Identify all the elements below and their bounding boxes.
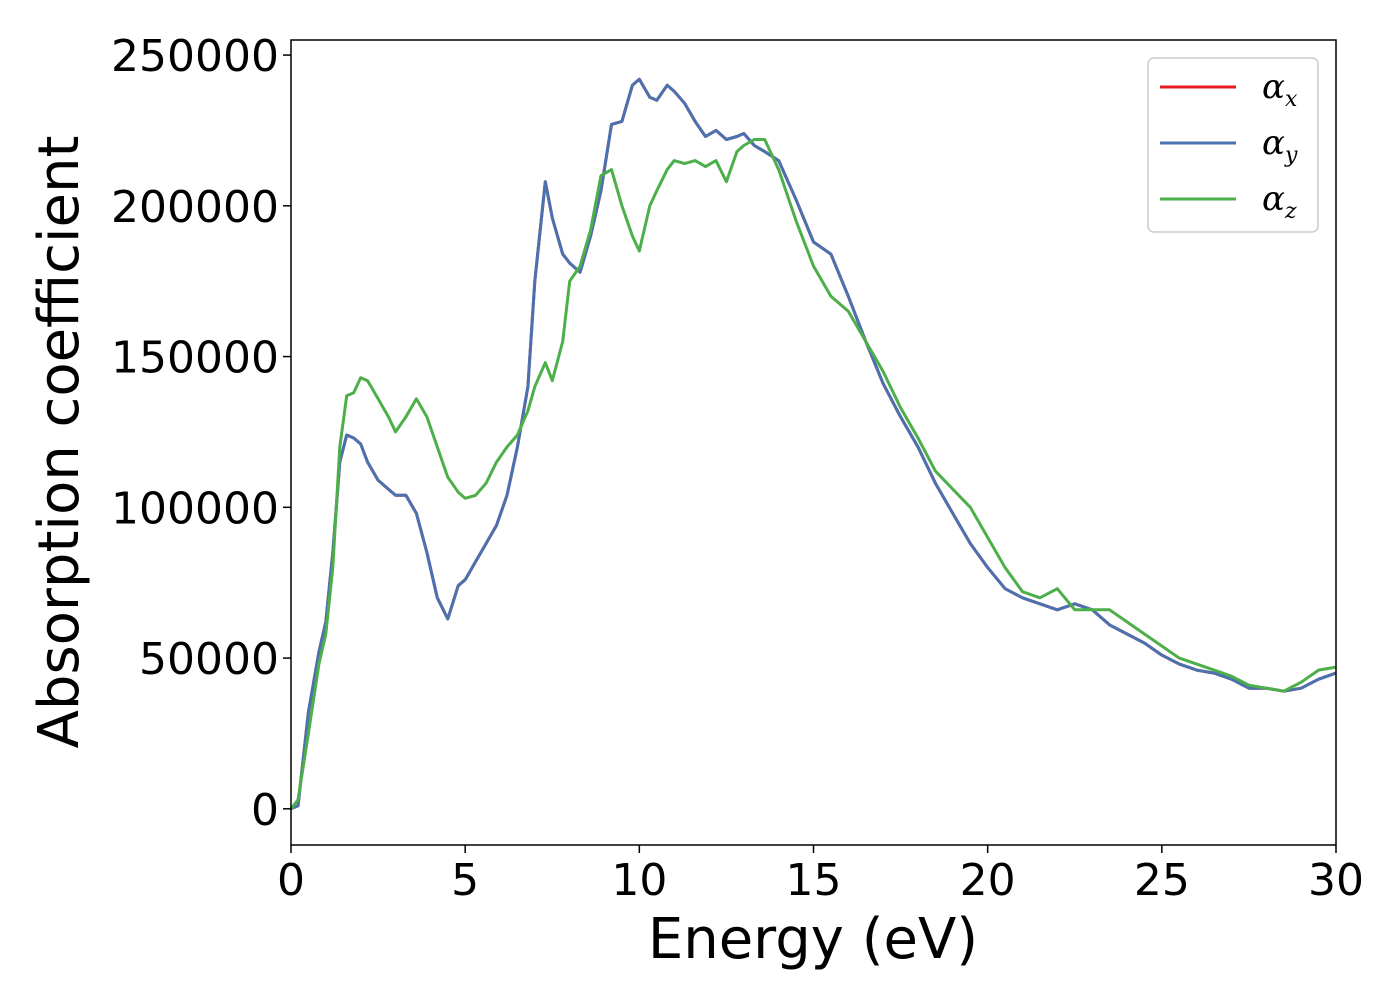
legend-label-z: αz	[1262, 179, 1297, 224]
x-tick-label: 30	[1308, 855, 1364, 906]
y-tick-label: 150000	[111, 333, 279, 384]
x-axis-ticks: 0 5 10 15 20 25 30	[277, 845, 1364, 906]
x-tick-label: 5	[451, 855, 479, 906]
legend-label-y: αy	[1262, 123, 1298, 168]
x-tick-label: 10	[611, 855, 667, 906]
x-tick-label: 25	[1134, 855, 1190, 906]
y-axis-ticks: 0 50000 100000 150000 200000 250000	[111, 31, 291, 836]
x-tick-label: 0	[277, 855, 305, 906]
x-tick-label: 20	[960, 855, 1016, 906]
series-line-z	[289, 138, 1337, 810]
y-tick-label: 250000	[111, 31, 279, 82]
y-tick-label: 200000	[111, 182, 279, 233]
series-layer	[289, 77, 1337, 811]
y-tick-label: 0	[251, 785, 279, 836]
y-tick-label: 100000	[111, 483, 279, 534]
legend-box	[1147, 57, 1319, 233]
legend-label-x: αx	[1262, 67, 1298, 112]
legend: αx αy αz	[1147, 57, 1319, 233]
x-axis-label: Energy (eV)	[648, 907, 978, 972]
y-tick-label: 50000	[139, 634, 279, 685]
x-tick-label: 15	[786, 855, 842, 906]
y-axis-label: Absorption coefficient	[27, 136, 92, 749]
